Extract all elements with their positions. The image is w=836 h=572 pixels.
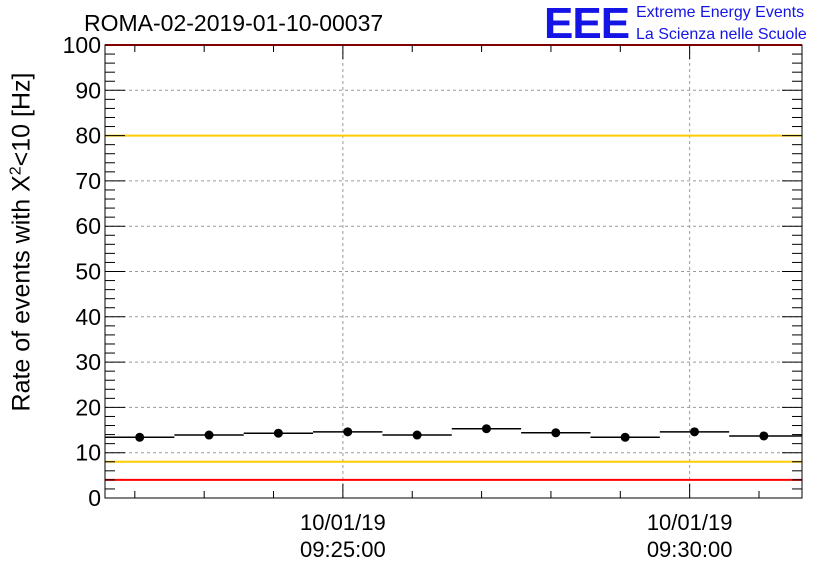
data-point xyxy=(273,428,283,438)
y-axis-label-suffix: <10 [Hz] xyxy=(7,72,36,167)
tick-labels: 010203040506070809010010/01/1909:25:0010… xyxy=(63,32,733,562)
y-axis-label-prefix: Rate of events with xyxy=(7,191,36,412)
data-series xyxy=(105,424,802,442)
data-point xyxy=(135,432,145,442)
y-tick-label: 0 xyxy=(88,485,101,511)
data-point xyxy=(620,432,630,442)
y-tick-label: 30 xyxy=(75,349,101,375)
data-point xyxy=(343,427,353,437)
data-point xyxy=(204,430,214,440)
plot-title: ROMA-02-2019-01-10-00037 xyxy=(84,10,384,36)
y-tick-label: 100 xyxy=(63,32,101,58)
logo-tagline-1: Extreme Energy Events xyxy=(636,4,805,21)
data-point xyxy=(412,430,422,440)
y-tick-label: 20 xyxy=(75,394,101,420)
x-tick-label-time: 09:25:00 xyxy=(300,537,386,562)
y-axis-label-symbol: X xyxy=(7,175,36,192)
x-tick-label-date: 10/01/19 xyxy=(300,510,386,535)
y-tick-label: 40 xyxy=(75,304,101,330)
y-axis-label: Rate of events with X2<10 [Hz] xyxy=(7,73,36,412)
logo-tagline-2: La Scienza nelle Scuole xyxy=(636,26,807,43)
data-point xyxy=(481,424,491,434)
y-tick-label: 80 xyxy=(75,123,101,149)
y-tick-label: 60 xyxy=(75,213,101,239)
y-axis-label-superscript: 2 xyxy=(7,166,25,176)
x-tick-label-date: 10/01/19 xyxy=(647,510,733,535)
x-tick-label-time: 09:30:00 xyxy=(647,537,733,562)
axis-ticks xyxy=(105,44,802,499)
y-tick-label: 90 xyxy=(75,77,101,103)
data-point xyxy=(690,427,700,437)
y-tick-label: 10 xyxy=(75,440,101,466)
y-tick-label: 50 xyxy=(75,259,101,285)
logo-letters: EEE xyxy=(544,0,630,48)
y-tick-label: 70 xyxy=(75,168,101,194)
reference-lines xyxy=(105,44,802,481)
data-point xyxy=(759,431,769,441)
data-point xyxy=(551,428,561,438)
